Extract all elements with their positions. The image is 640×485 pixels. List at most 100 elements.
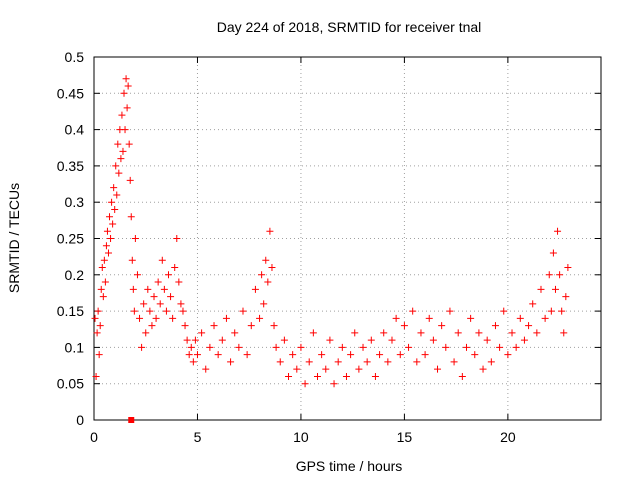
data-point bbox=[118, 111, 126, 119]
data-point bbox=[122, 75, 130, 83]
data-point bbox=[136, 314, 144, 322]
data-point bbox=[529, 300, 537, 308]
data-point bbox=[475, 329, 483, 337]
data-point bbox=[130, 307, 138, 315]
data-point bbox=[276, 358, 284, 366]
data-point bbox=[266, 227, 274, 235]
data-point bbox=[462, 343, 470, 351]
data-point bbox=[131, 235, 139, 242]
special-marker bbox=[128, 417, 135, 423]
y-tick-label: 0.5 bbox=[65, 49, 85, 65]
data-point bbox=[104, 249, 112, 257]
data-point bbox=[95, 351, 103, 359]
data-point bbox=[111, 205, 119, 213]
data-point bbox=[189, 358, 197, 366]
x-tick-label: 5 bbox=[194, 429, 202, 445]
data-point bbox=[562, 293, 570, 301]
data-point bbox=[243, 351, 251, 359]
data-point bbox=[185, 351, 193, 359]
data-point bbox=[158, 256, 166, 264]
data-point bbox=[516, 314, 524, 322]
data-point bbox=[556, 271, 564, 279]
data-point bbox=[218, 336, 226, 344]
data-point bbox=[93, 329, 101, 337]
chart-title: Day 224 of 2018, SRMTID for receiver tna… bbox=[217, 19, 482, 35]
data-point bbox=[305, 358, 313, 366]
data-point bbox=[107, 235, 115, 242]
y-axis-tick-labels: 0 0.05 0.1 0.15 0.2 0.25 0.3 0.35 0.4 0.45 0.5 bbox=[57, 49, 84, 428]
data-point bbox=[384, 358, 392, 366]
data-point bbox=[115, 169, 123, 177]
data-point bbox=[164, 271, 172, 279]
data-point bbox=[564, 264, 572, 272]
data-point bbox=[120, 89, 128, 97]
data-point bbox=[181, 322, 189, 330]
data-point bbox=[125, 140, 133, 148]
x-tick-label: 20 bbox=[500, 429, 516, 445]
data-point bbox=[272, 343, 280, 351]
y-tick-label: 0.35 bbox=[57, 158, 84, 174]
data-point bbox=[91, 314, 99, 322]
data-point bbox=[551, 285, 559, 293]
data-point bbox=[500, 307, 508, 315]
data-point bbox=[270, 322, 278, 330]
data-point bbox=[256, 314, 264, 322]
data-point bbox=[483, 336, 491, 344]
data-point bbox=[434, 365, 442, 373]
data-point bbox=[388, 336, 396, 344]
grid-lines bbox=[94, 57, 601, 420]
data-point bbox=[98, 264, 106, 272]
data-point bbox=[285, 372, 293, 380]
y-tick-label: 0 bbox=[76, 412, 84, 428]
data-point bbox=[467, 314, 475, 322]
data-point bbox=[487, 358, 495, 366]
data-point bbox=[227, 358, 235, 366]
data-point bbox=[198, 329, 206, 337]
data-point bbox=[359, 343, 367, 351]
data-point bbox=[338, 343, 346, 351]
data-point bbox=[280, 336, 288, 344]
data-point bbox=[148, 322, 156, 330]
data-point bbox=[558, 307, 566, 315]
data-point bbox=[92, 372, 100, 380]
data-point bbox=[210, 322, 218, 330]
data-point bbox=[363, 358, 371, 366]
data-point bbox=[133, 271, 141, 279]
data-point bbox=[127, 213, 135, 221]
data-point bbox=[442, 343, 450, 351]
data-point bbox=[103, 227, 111, 235]
data-point bbox=[102, 242, 110, 250]
data-point bbox=[177, 300, 185, 308]
data-point bbox=[330, 380, 338, 388]
data-point bbox=[144, 285, 152, 293]
data-point bbox=[156, 300, 164, 308]
data-point bbox=[94, 307, 102, 315]
data-point bbox=[110, 184, 118, 192]
y-tick-label: 0.3 bbox=[65, 194, 85, 210]
data-point bbox=[400, 322, 408, 330]
data-point bbox=[154, 278, 162, 286]
data-point bbox=[175, 278, 183, 286]
data-point bbox=[97, 285, 105, 293]
data-point bbox=[289, 351, 297, 359]
data-point bbox=[537, 285, 545, 293]
data-point bbox=[124, 82, 132, 90]
x-axis-label: GPS time / hours bbox=[296, 458, 403, 474]
data-point bbox=[152, 314, 160, 322]
y-tick-label: 0.05 bbox=[57, 376, 84, 392]
y-tick-label: 0.4 bbox=[65, 122, 85, 138]
data-point bbox=[235, 343, 243, 351]
data-point bbox=[119, 147, 127, 155]
data-point bbox=[106, 213, 114, 221]
data-point bbox=[547, 307, 555, 315]
data-point bbox=[545, 271, 553, 279]
data-points bbox=[91, 75, 572, 423]
data-point bbox=[297, 343, 305, 351]
data-point bbox=[117, 155, 125, 163]
data-point bbox=[251, 285, 259, 293]
data-point bbox=[409, 307, 417, 315]
data-point bbox=[446, 307, 454, 315]
data-point bbox=[96, 322, 104, 330]
data-point bbox=[533, 329, 541, 337]
data-point bbox=[334, 358, 342, 366]
